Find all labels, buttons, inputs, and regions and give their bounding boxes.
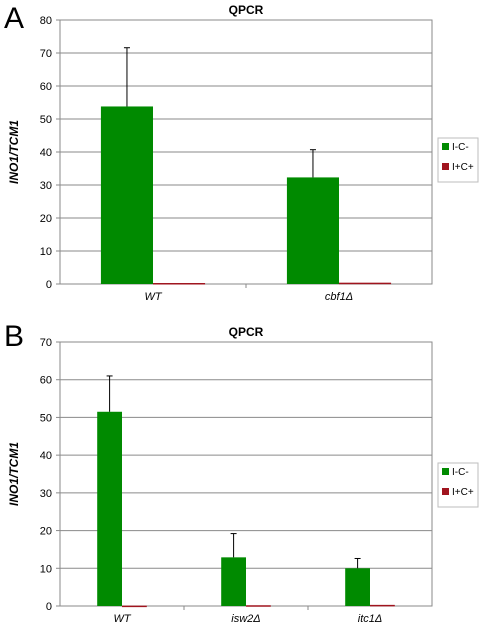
bar	[246, 605, 271, 607]
bar	[153, 283, 206, 285]
y-tick-label: 80	[40, 15, 52, 27]
y-tick-label: 70	[40, 337, 52, 349]
y-tick-label: 40	[40, 147, 52, 159]
y-tick-label: 30	[40, 488, 52, 500]
panel-b: B QPCR 0 10 20 30 40 50 60 70 INO1/TCM1 WT isw2Δ itc…	[0, 318, 480, 624]
bar	[122, 605, 147, 608]
legend: I-C- I+C+	[437, 137, 479, 183]
y-tick-label: 10	[40, 563, 52, 575]
bar	[221, 557, 246, 606]
qpcr-chart-a: QPCR 0 10 20 30 40 50 60 70 80 INO1/TCM1 WT cbf1Δ I-C…	[7, 3, 479, 303]
y-tick-label: 50	[40, 114, 52, 126]
legend-label: I-C-	[452, 142, 469, 153]
x-tick-label: WT	[144, 291, 162, 303]
legend-label: I+C+	[452, 487, 474, 498]
x-tick-label: cbf1Δ	[325, 291, 353, 303]
y-tick-label: 0	[46, 279, 52, 291]
y-axis-label: INO1/TCM1	[7, 442, 21, 506]
bar	[97, 411, 122, 606]
y-tick-label: 40	[40, 450, 52, 462]
y-axis-label: INO1/TCM1	[7, 120, 21, 184]
y-tick-label: 20	[40, 213, 52, 225]
chart-title: QPCR	[229, 325, 264, 339]
bar	[345, 568, 370, 606]
y-tick-label: 0	[46, 601, 52, 613]
panel-letter: A	[4, 2, 25, 35]
y-tick-label: 60	[40, 375, 52, 387]
y-tick-label: 20	[40, 526, 52, 538]
y-tick-label: 60	[40, 81, 52, 93]
y-tick-label: 70	[40, 48, 52, 60]
legend: I-C- I+C+	[437, 462, 479, 508]
y-tick-label: 30	[40, 180, 52, 192]
x-tick-label: isw2Δ	[231, 613, 260, 624]
legend-swatch	[442, 488, 449, 495]
y-tick-label: 50	[40, 412, 52, 424]
legend-swatch	[442, 143, 449, 150]
y-tick-label: 10	[40, 246, 52, 258]
legend-label: I+C+	[452, 162, 474, 173]
qpcr-chart-b: QPCR 0 10 20 30 40 50 60 70 INO1/TCM1 WT isw2Δ itc1Δ…	[7, 325, 479, 624]
x-tick-label: WT	[113, 613, 131, 624]
panel-letter: B	[4, 320, 25, 353]
legend-label: I-C-	[452, 467, 469, 478]
panel-a: A QPCR 0 10 20 30 40 50 60 70 80 INO1/TCM1 WT cbf1Δ I…	[4, 2, 479, 303]
bar	[339, 282, 392, 285]
bar	[100, 106, 153, 285]
bar	[370, 604, 395, 607]
legend-swatch	[442, 468, 449, 475]
x-tick-label: itc1Δ	[358, 613, 383, 624]
legend-swatch	[442, 163, 449, 170]
chart-title: QPCR	[229, 3, 264, 17]
bar	[286, 177, 339, 284]
